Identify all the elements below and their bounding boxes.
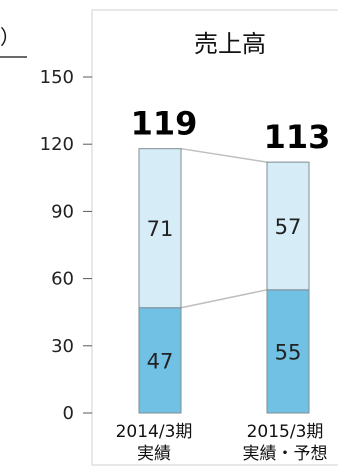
category-label: 2015/3期 xyxy=(247,422,324,442)
y-axis: 0 30 60 90 120 150 xyxy=(40,67,92,424)
category-label: 2014/3期 xyxy=(116,422,193,442)
unit-fragment: ） xyxy=(0,25,20,49)
bars: 47 71 119 55 57 113 xyxy=(131,104,331,414)
connector-top xyxy=(180,147,268,163)
y-tick-label: 150 xyxy=(40,67,74,88)
total-value-label: 119 xyxy=(131,104,198,142)
y-tick-label: 60 xyxy=(51,269,74,290)
segment-value-label: 57 xyxy=(275,215,302,239)
connector-segment-boundary xyxy=(180,289,268,309)
segment-value-label: 55 xyxy=(275,340,302,364)
chart-title: 売上高 xyxy=(194,30,266,58)
y-tick-label: 120 xyxy=(40,134,74,155)
category-label: 実績・予想 xyxy=(243,444,328,464)
plot-frame xyxy=(91,9,338,466)
bar-segment xyxy=(266,289,310,414)
category-label: 実績 xyxy=(137,444,171,464)
bar-segment xyxy=(138,307,182,414)
bar-segment xyxy=(266,161,310,291)
y-tick-label: 30 xyxy=(51,336,74,357)
segment-value-label: 71 xyxy=(147,217,174,241)
y-tick-label: 0 xyxy=(63,403,74,424)
total-value-label: 113 xyxy=(264,118,331,156)
connector-lines xyxy=(180,147,268,309)
y-tick-label: 90 xyxy=(51,201,74,222)
segment-value-label: 47 xyxy=(147,349,174,373)
bar-segment xyxy=(138,148,182,309)
